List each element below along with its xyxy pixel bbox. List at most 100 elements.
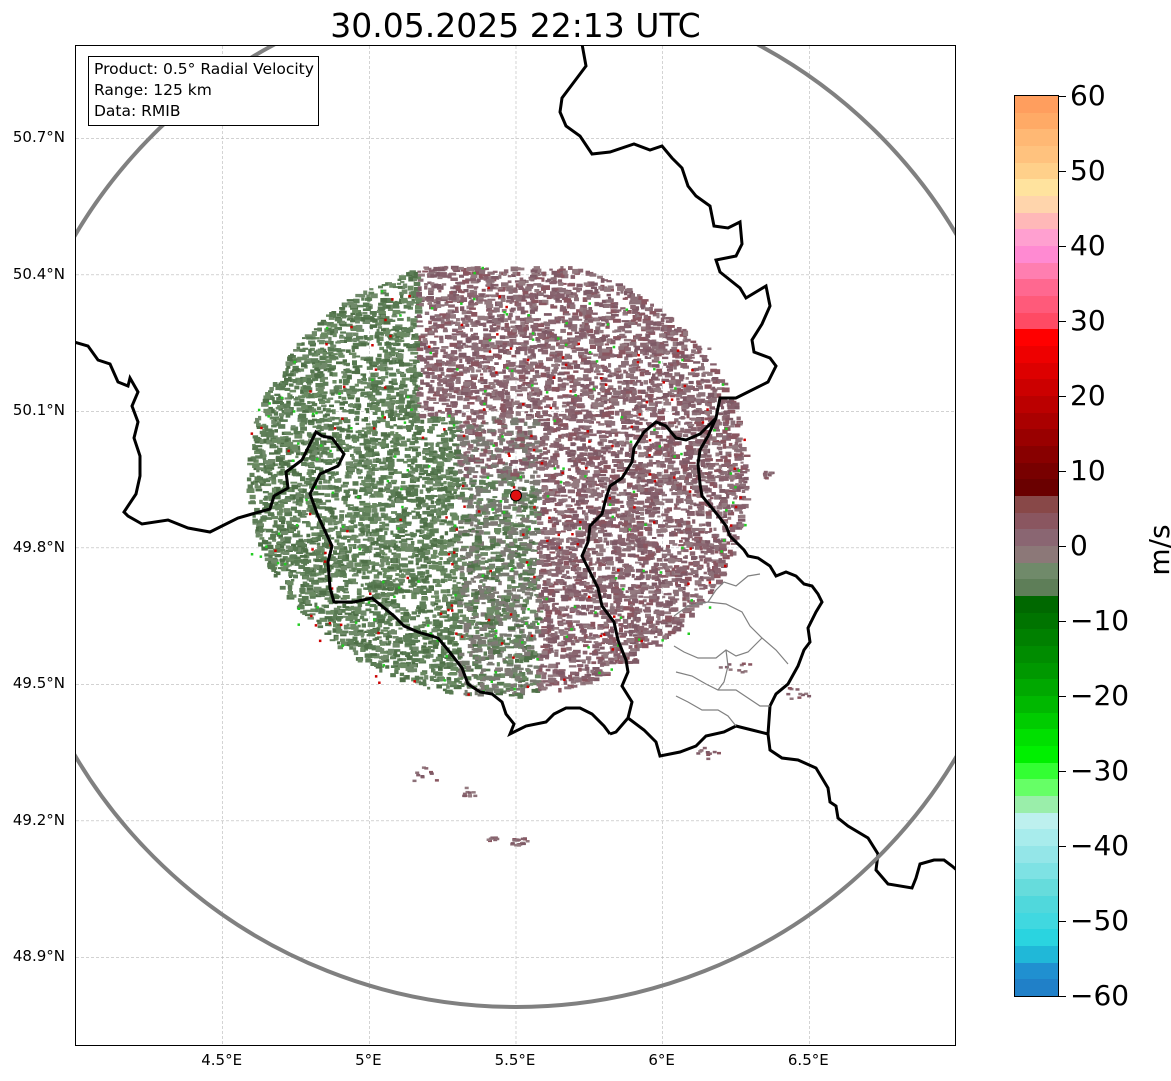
border-luxembourg-east — [696, 417, 824, 735]
lat-label: 50.7°N — [12, 128, 65, 147]
velocity-echo-field — [246, 265, 812, 847]
colorbar-tick-label: 0 — [1070, 529, 1088, 562]
map-title: 30.05.2025 22:13 UTC — [330, 6, 701, 45]
colorbar-segment — [1015, 662, 1058, 680]
lat-label: 48.9°N — [12, 947, 65, 966]
border-belgium-france-west — [76, 341, 612, 738]
colorbar-segment — [1015, 262, 1058, 280]
colorbar-segment — [1015, 296, 1058, 314]
colorbar-tick-label: −40 — [1070, 829, 1130, 862]
colorbar-tick-label: −20 — [1070, 679, 1130, 712]
colorbar-tick-mark — [1059, 96, 1066, 97]
colorbar-tick-mark — [1059, 171, 1066, 172]
lat-label: 49.5°N — [12, 674, 65, 693]
colorbar-tick-label: −50 — [1070, 904, 1130, 937]
lat-label: 49.2°N — [12, 810, 65, 829]
colorbar-tick-label: 60 — [1070, 79, 1106, 112]
colorbar-segment — [1015, 412, 1058, 430]
colorbar-tick-label: −10 — [1070, 604, 1130, 637]
colorbar-tick-mark — [1059, 771, 1066, 772]
info-range: Range: 125 km — [94, 81, 212, 99]
colorbar-tick-mark — [1059, 996, 1066, 997]
colorbar-segment — [1015, 946, 1058, 964]
lon-label: 5.5°E — [494, 1051, 536, 1069]
colorbar-tick-label: 10 — [1070, 454, 1106, 487]
colorbar-segment — [1015, 429, 1058, 447]
colorbar-segment — [1015, 162, 1058, 180]
colorbar-segment — [1015, 562, 1058, 580]
colorbar-segment — [1015, 912, 1058, 930]
colorbar-tick-label: 40 — [1070, 229, 1106, 262]
colorbar-segment — [1015, 462, 1058, 480]
lat-label: 50.1°N — [12, 401, 65, 420]
colorbar-tick-mark — [1059, 621, 1066, 622]
colorbar-tick-label: 30 — [1070, 304, 1106, 337]
lat-label: 49.8°N — [12, 537, 65, 556]
radar-site-marker[interactable] — [509, 489, 522, 502]
colorbar-tick-label: −30 — [1070, 754, 1130, 787]
colorbar-segment — [1015, 479, 1058, 497]
colorbar-segment — [1015, 396, 1058, 414]
colorbar-segment — [1015, 612, 1058, 630]
product-info-box: Product: 0.5° Radial Velocity Range: 125… — [88, 56, 319, 126]
velocity-colorbar — [1014, 95, 1059, 997]
colorbar-segment — [1015, 179, 1058, 197]
colorbar-segment — [1015, 229, 1058, 247]
range-ring — [76, 46, 955, 1009]
luxembourg-canton-lines — [673, 573, 789, 727]
lon-label: 6°E — [648, 1051, 675, 1069]
colorbar-unit-label: m/s — [1143, 524, 1171, 576]
colorbar-segment — [1015, 862, 1058, 880]
colorbar-segment — [1015, 712, 1058, 730]
radar-site-dot[interactable] — [509, 489, 522, 502]
country-borders — [76, 46, 955, 890]
colorbar-segment — [1015, 646, 1058, 664]
colorbar-segment — [1015, 979, 1058, 996]
radar-map-panel[interactable] — [75, 45, 956, 1046]
colorbar-segment — [1015, 629, 1058, 647]
lon-label: 4.5°E — [201, 1051, 243, 1069]
info-data-source: Data: RMIB — [94, 102, 181, 120]
colorbar-segment — [1015, 96, 1058, 114]
colorbar-segment — [1015, 312, 1058, 330]
colorbar-segment — [1015, 496, 1058, 514]
lon-label: 5°E — [355, 1051, 382, 1069]
colorbar-segment — [1015, 679, 1058, 697]
colorbar-segment — [1015, 112, 1058, 130]
colorbar-segment — [1015, 779, 1058, 797]
colorbar-segment — [1015, 746, 1058, 764]
colorbar-segment — [1015, 446, 1058, 464]
lon-label: 6.5°E — [787, 1051, 829, 1069]
colorbar-tick-label: −60 — [1070, 979, 1130, 1012]
colorbar-tick-mark — [1059, 846, 1066, 847]
colorbar-segment — [1015, 246, 1058, 264]
colorbar-segment — [1015, 829, 1058, 847]
colorbar-tick-mark — [1059, 696, 1066, 697]
colorbar-segment — [1015, 546, 1058, 564]
colorbar-tick-mark — [1059, 471, 1066, 472]
colorbar-segment — [1015, 379, 1058, 397]
radar-map-canvas[interactable] — [76, 46, 956, 1046]
colorbar-segment — [1015, 796, 1058, 814]
colorbar-segment — [1015, 762, 1058, 780]
colorbar-segment — [1015, 196, 1058, 214]
colorbar-segment — [1015, 929, 1058, 947]
lat-label: 50.4°N — [12, 264, 65, 283]
colorbar-tick-mark — [1059, 321, 1066, 322]
colorbar-segment — [1015, 212, 1058, 230]
colorbar-segment — [1015, 529, 1058, 547]
border-belgium-germany-east — [558, 46, 778, 736]
colorbar-tick-label: 20 — [1070, 379, 1106, 412]
colorbar-tick-mark — [1059, 546, 1066, 547]
colorbar-segment — [1015, 279, 1058, 297]
colorbar-segment — [1015, 346, 1058, 364]
colorbar-tick-label: 50 — [1070, 154, 1106, 187]
colorbar-segment — [1015, 329, 1058, 347]
colorbar-segment — [1015, 696, 1058, 714]
colorbar-segment — [1015, 129, 1058, 147]
colorbar-segment — [1015, 729, 1058, 747]
colorbar-segment — [1015, 362, 1058, 380]
info-product: Product: 0.5° Radial Velocity — [94, 60, 314, 78]
colorbar-segment — [1015, 896, 1058, 914]
colorbar-segment — [1015, 579, 1058, 597]
